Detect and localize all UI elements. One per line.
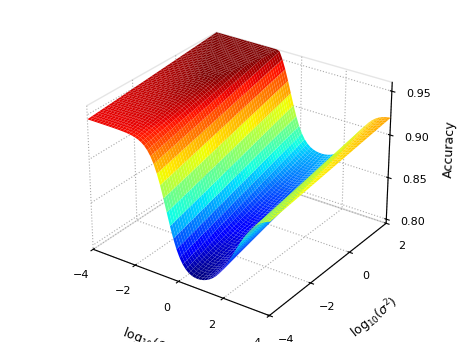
Y-axis label: log$_{10}(\sigma^2)$: log$_{10}(\sigma^2)$ <box>347 293 403 342</box>
X-axis label: log$_{10}(\delta)$: log$_{10}(\delta)$ <box>120 324 172 342</box>
